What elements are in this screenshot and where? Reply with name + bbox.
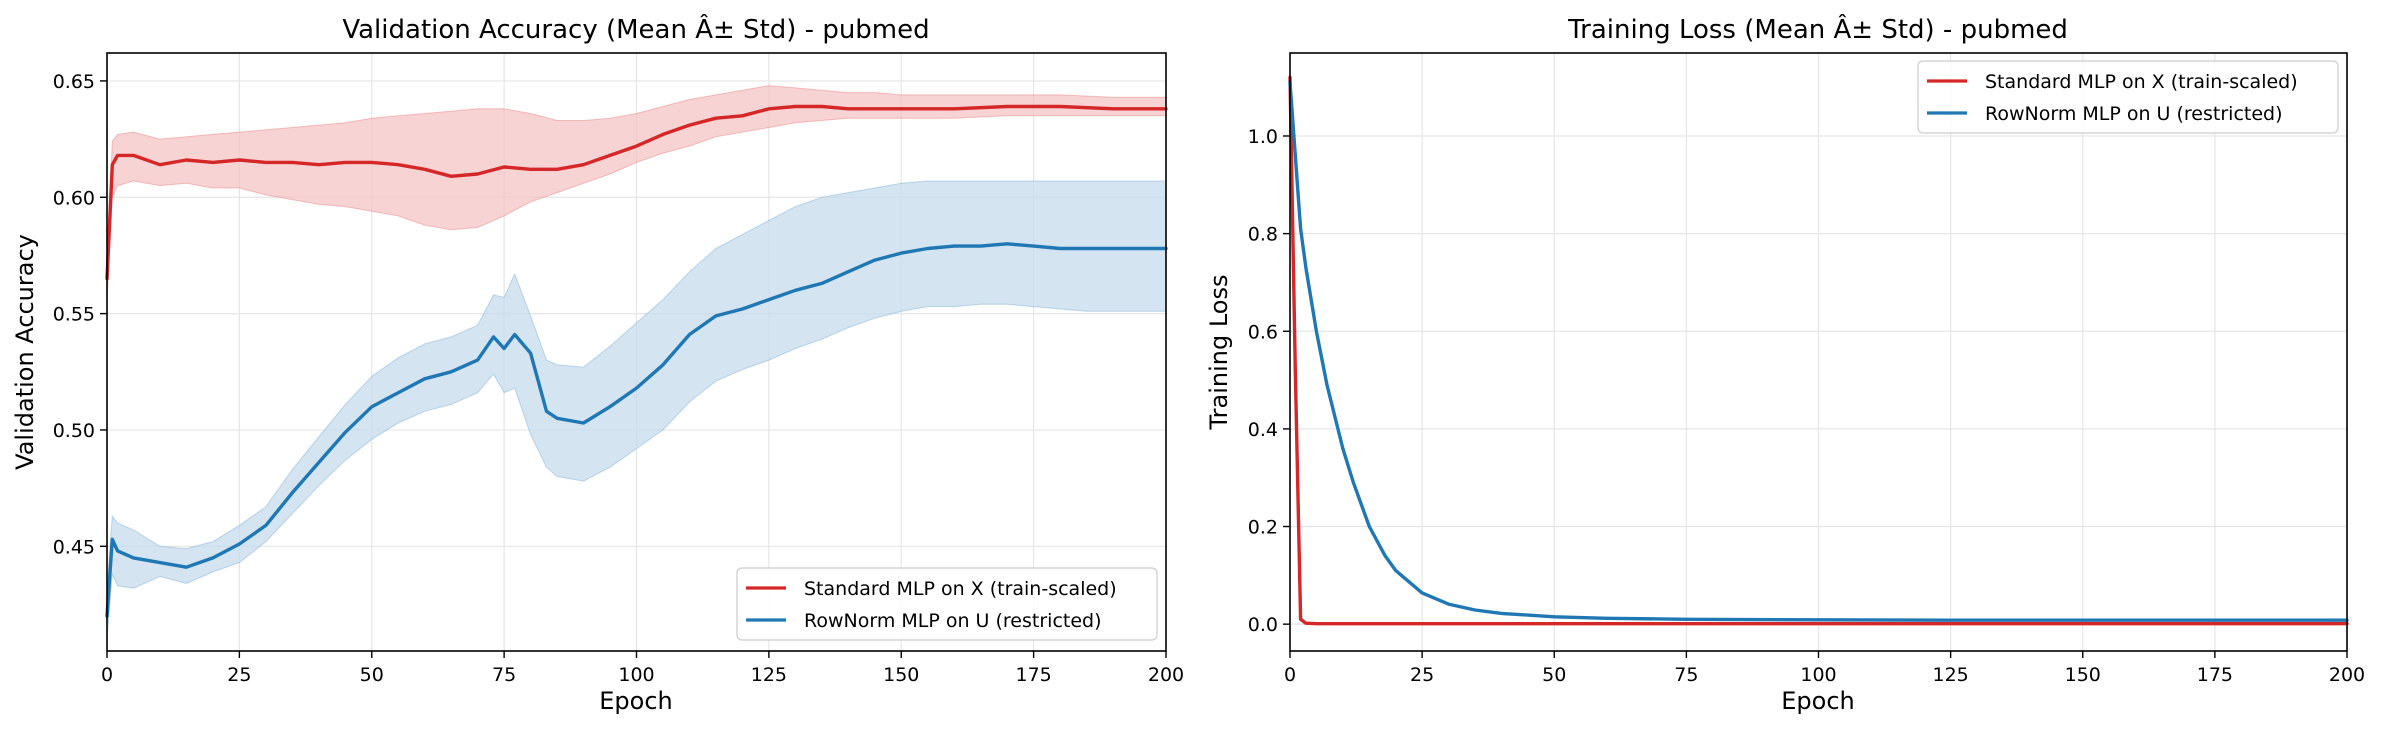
- x-tick-label: 75: [492, 664, 516, 686]
- training-loss-ticks: 0 25 50 75 100 125 150 175 200 0.0 0.2 0.4 0.6 0.8 1.0: [1248, 126, 2365, 686]
- x-tick-label: 0: [1284, 664, 1296, 686]
- x-tick-label: 175: [2197, 664, 2233, 686]
- x-tick-label: 100: [618, 664, 654, 686]
- x-tick-label: 25: [1410, 664, 1434, 686]
- y-tick-label: 0.2: [1248, 517, 1278, 539]
- y-tick-label: 0.60: [53, 187, 95, 209]
- legend-label-rownorm-mlp: RowNorm MLP on U (restricted): [1985, 103, 2283, 125]
- x-tick-label: 100: [1800, 664, 1836, 686]
- legend-label-rownorm-mlp: RowNorm MLP on U (restricted): [804, 610, 1102, 632]
- y-tick-label: 0.8: [1248, 224, 1278, 246]
- x-tick-label: 125: [1932, 664, 1968, 686]
- validation-accuracy-lines: [105, 104, 1168, 618]
- validation-accuracy-xlabel: Epoch: [599, 687, 673, 715]
- legend-label-standard-mlp: Standard MLP on X (train-scaled): [1985, 71, 2298, 93]
- legend-box: [736, 567, 1158, 641]
- validation-accuracy-ylabel: Validation Accuracy: [11, 234, 39, 470]
- x-tick-label: 150: [2065, 664, 2101, 686]
- x-tick-label: 200: [2329, 664, 2365, 686]
- validation-accuracy-ticks: 0 25 50 75 100 125 150 175 200 0.45 0.50 0.55 0.60 0.…: [53, 71, 1184, 686]
- y-tick-label: 0.50: [53, 420, 95, 442]
- legend-box: [1917, 60, 2339, 134]
- training-loss-grid: [1289, 53, 2348, 651]
- x-tick-label: 50: [360, 664, 384, 686]
- training-loss-panel: 0 25 50 75 100 125 150 175 200 0.0 0.2 0.4 0.6 0.8 1.0…: [1205, 13, 2365, 715]
- validation-accuracy-title: Validation Accuracy (Mean Â± Std) - pubm…: [342, 13, 929, 45]
- rownorm-mlp-mean-line: [1288, 80, 2349, 622]
- x-tick-label: 25: [227, 664, 251, 686]
- x-tick-label: 125: [751, 664, 787, 686]
- validation-accuracy-panel: 0 25 50 75 100 125 150 175 200 0.45 0.50 0.55 0.60 0.…: [11, 13, 1184, 715]
- training-loss-lines: [1288, 75, 2349, 626]
- standard-mlp-mean-line: [1288, 75, 2349, 626]
- y-tick-label: 0.6: [1248, 321, 1278, 343]
- x-tick-label: 150: [883, 664, 919, 686]
- legend-label-standard-mlp: Standard MLP on X (train-scaled): [804, 578, 1117, 600]
- validation-accuracy-legend: Standard MLP on X (train-scaled) RowNorm…: [736, 567, 1158, 641]
- x-tick-label: 0: [101, 664, 113, 686]
- training-loss-ylabel: Training Loss: [1205, 275, 1233, 431]
- x-tick-label: 50: [1542, 664, 1566, 686]
- training-loss-legend: Standard MLP on X (train-scaled) RowNorm…: [1917, 60, 2339, 134]
- training-loss-xlabel: Epoch: [1781, 687, 1855, 715]
- rownorm-mlp-mean-line: [105, 242, 1168, 618]
- x-tick-label: 75: [1674, 664, 1698, 686]
- x-tick-label: 200: [1148, 664, 1184, 686]
- training-loss-title: Training Loss (Mean Â± Std) - pubmed: [1567, 13, 2068, 45]
- x-tick-label: 175: [1015, 664, 1051, 686]
- y-tick-label: 0.0: [1248, 614, 1278, 636]
- y-tick-label: 0.55: [53, 304, 95, 326]
- y-tick-label: 0.4: [1248, 419, 1278, 441]
- y-tick-label: 0.45: [53, 536, 95, 558]
- y-tick-label: 0.65: [53, 71, 95, 93]
- standard-mlp-mean-line: [105, 104, 1168, 281]
- y-tick-label: 1.0: [1248, 126, 1278, 148]
